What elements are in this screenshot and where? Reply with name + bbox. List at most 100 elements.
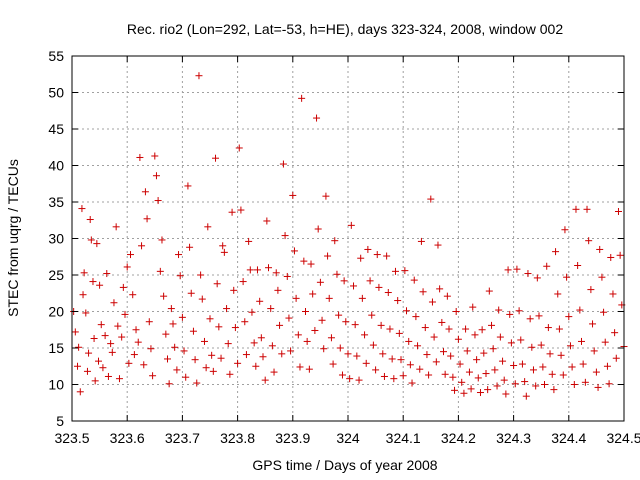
data-point [89,278,97,286]
data-point [119,283,127,291]
data-point [145,318,153,326]
data-point [548,370,556,378]
data-point [358,294,366,302]
data-point [138,242,146,250]
data-point [607,253,615,261]
chart-title: Rec. rio2 (Lon=292, Lat=-53, h=HE), days… [127,21,563,37]
x-tick-label: 324.5 [606,430,640,446]
data-point [272,269,280,277]
data-point [274,286,282,294]
data-point [202,364,210,372]
data-point [152,172,160,180]
data-point [423,351,431,359]
data-point [108,348,116,356]
data-point [388,355,396,363]
data-point [246,266,254,274]
data-point [541,381,549,388]
data-point [511,380,519,388]
data-point [473,356,481,364]
data-point [121,310,129,318]
data-point [167,305,175,313]
data-point [90,335,98,343]
data-point [336,344,344,352]
data-point [130,351,138,359]
data-point [169,320,177,328]
data-point [223,305,231,313]
data-point [123,263,131,271]
data-point [522,392,530,400]
data-point [305,365,313,373]
data-point [568,363,576,371]
data-point [357,254,365,262]
y-tick-label: 25 [48,267,64,283]
data-point [441,370,449,378]
data-point [283,272,291,280]
data-point [410,276,418,284]
data-point [380,372,388,380]
data-point [518,360,526,368]
data-point [500,376,508,384]
y-tick-label: 20 [48,304,64,320]
data-point [278,350,286,358]
data-point [252,362,260,370]
data-point [482,370,490,378]
x-tick-label: 323.9 [275,430,310,446]
data-point [296,363,304,371]
data-point [281,232,289,240]
data-point [347,221,355,229]
x-tick-label: 323.6 [110,430,145,446]
data-point [248,308,256,316]
data-point [557,351,565,359]
data-point [270,368,278,376]
data-point [544,324,552,332]
data-point [434,241,442,249]
data-point [383,252,391,260]
data-point [491,366,499,374]
data-point [324,252,332,260]
data-point [147,345,155,353]
data-point [603,362,611,370]
grid-lines [72,56,624,421]
data-point [419,288,427,296]
data-point [193,379,201,387]
data-point [594,383,602,391]
data-point [403,307,411,315]
data-point [303,337,311,345]
data-point [162,330,170,338]
data-point [364,245,372,253]
data-point [125,359,133,367]
data-point [430,333,438,341]
data-point [467,385,475,393]
data-point [276,321,284,329]
data-point [226,370,234,378]
data-point [390,375,398,383]
data-point [220,248,228,256]
data-point [543,262,551,270]
data-point [118,333,126,341]
x-tick-labels: 323.5 323.6 323.7 323.8 323.9 324 324.1 324.2 32… [54,430,640,446]
x-tick-label: 324.2 [441,430,476,446]
data-point [294,331,302,339]
data-point [589,320,597,328]
data-point [215,323,223,331]
data-point [83,367,91,375]
data-point [313,114,321,122]
data-point [71,328,79,336]
data-point [397,356,405,364]
data-point [351,321,359,329]
data-point [267,305,275,313]
data-point [585,237,593,245]
data-point [539,363,547,371]
data-point [74,362,82,370]
data-point [414,342,422,350]
data-point [279,160,287,168]
data-point [97,321,105,329]
data-point [224,340,232,348]
data-point [443,292,451,300]
data-point [399,372,407,380]
data-point [178,313,186,321]
data-point [143,215,151,223]
data-point [478,326,486,334]
data-point [212,154,220,162]
data-point [104,372,112,380]
